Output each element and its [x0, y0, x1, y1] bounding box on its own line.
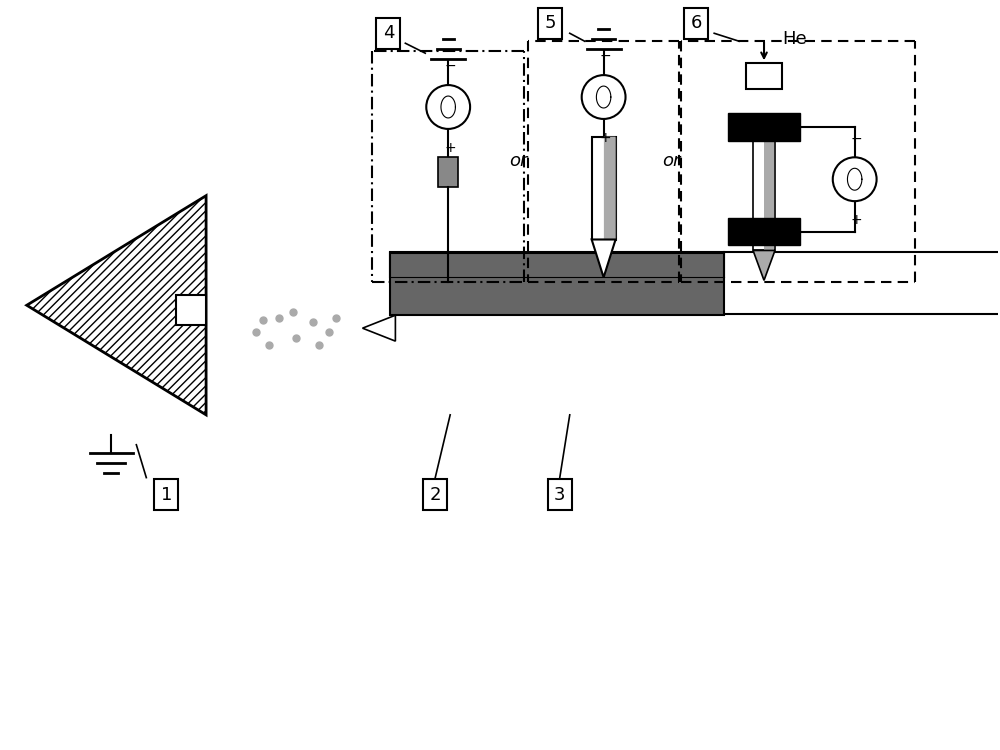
Bar: [604, 137, 615, 239]
Text: +: +: [444, 141, 456, 154]
Text: 2: 2: [429, 485, 441, 503]
Bar: [728, 217, 800, 245]
Polygon shape: [604, 137, 615, 239]
Bar: [746, 63, 782, 89]
Bar: [390, 253, 724, 278]
Text: −: −: [851, 131, 862, 146]
Text: 5: 5: [544, 14, 556, 32]
Circle shape: [582, 75, 626, 119]
Circle shape: [833, 158, 877, 201]
Bar: [753, 141, 775, 250]
Bar: [390, 254, 724, 315]
Text: 6: 6: [691, 14, 702, 32]
Polygon shape: [753, 251, 775, 280]
Polygon shape: [604, 239, 616, 259]
Text: He: He: [782, 30, 807, 48]
Text: 1: 1: [161, 485, 172, 503]
Bar: [438, 157, 458, 187]
Text: +: +: [600, 131, 611, 145]
Text: 3: 3: [554, 485, 566, 503]
Text: +: +: [851, 213, 862, 227]
Bar: [764, 141, 774, 250]
Text: −: −: [600, 50, 611, 63]
Text: −: −: [444, 59, 456, 73]
Text: or: or: [662, 152, 681, 170]
Text: 4: 4: [383, 24, 394, 42]
Polygon shape: [176, 296, 206, 326]
Circle shape: [426, 85, 470, 129]
Bar: [728, 113, 800, 141]
Polygon shape: [363, 315, 395, 341]
Bar: [592, 137, 616, 239]
Polygon shape: [592, 239, 616, 278]
Text: or: or: [509, 152, 527, 170]
Polygon shape: [27, 196, 206, 415]
